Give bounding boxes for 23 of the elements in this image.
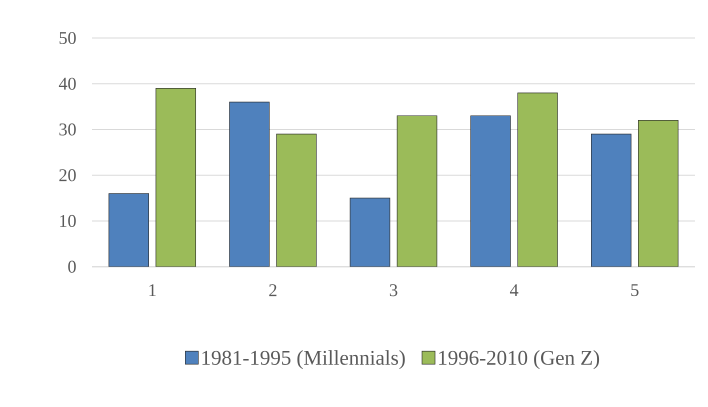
x-tick-label: 2 [269, 284, 276, 296]
x-tick-label: 1 [149, 284, 156, 296]
y-tick-label: 0 [68, 260, 76, 273]
bar [229, 102, 270, 267]
x-tick-label: 3 [390, 284, 398, 296]
x-tick-label: 4 [510, 284, 518, 296]
y-tick-label: 20 [59, 169, 76, 182]
bar [276, 134, 317, 267]
bar [396, 115, 438, 267]
legend-label: 1996-2010 (Gen Z) [439, 350, 600, 370]
bar [470, 115, 511, 267]
legend-label: 1981-1995 (Millennials) [202, 350, 405, 370]
y-tick-label: 50 [60, 32, 76, 44]
bar [350, 198, 390, 267]
bar [156, 88, 196, 267]
bar [590, 134, 632, 267]
x-tick-label: 5 [631, 284, 638, 296]
bar [517, 92, 558, 267]
bar [638, 120, 678, 267]
bar [108, 193, 149, 267]
y-tick-label: 10 [60, 214, 76, 228]
y-tick-label: 30 [59, 123, 76, 136]
y-tick-label: 40 [58, 78, 76, 90]
